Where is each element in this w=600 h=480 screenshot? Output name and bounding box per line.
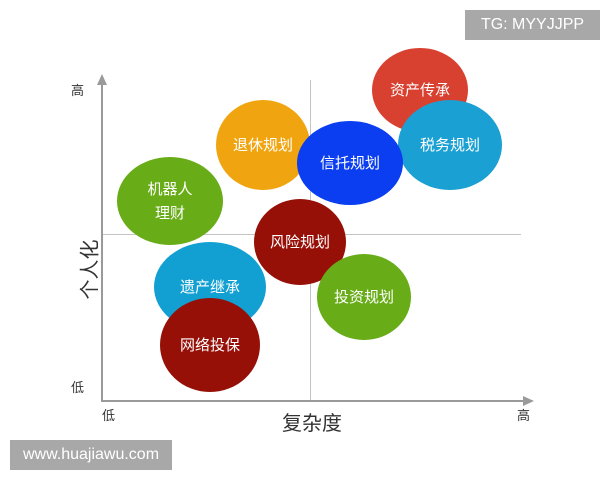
- x-axis: [101, 400, 526, 402]
- bubble-label: 税务规划: [419, 136, 480, 154]
- watermark-bottom: www.huajiawu.com: [10, 440, 172, 470]
- bubble-label: 信托规划: [319, 154, 380, 172]
- y-high-label: 高: [71, 84, 85, 99]
- bubble: 税务规划: [398, 100, 502, 190]
- x-high-label: 高: [517, 409, 531, 424]
- bubble: 投资规划: [317, 254, 411, 340]
- bubble-label: 投资规划: [333, 288, 394, 306]
- x-low-label: 低: [102, 409, 116, 424]
- watermark-top: TG: MYYJJPP: [465, 10, 600, 40]
- bubble-label: 遗产继承: [179, 278, 240, 296]
- y-low-label: 低: [71, 381, 85, 396]
- bubble-label: 网络投保: [179, 336, 240, 354]
- bubble: 风险规划: [254, 199, 346, 285]
- y-axis: [101, 84, 103, 402]
- y-axis-arrow-icon: [97, 74, 107, 85]
- x-axis-arrow-icon: [523, 396, 534, 406]
- bubble: 网络投保: [160, 298, 260, 392]
- y-axis-title: 个人化: [77, 239, 102, 300]
- bubble: 机器人 理财: [117, 157, 223, 245]
- bubble-label: 风险规划: [269, 233, 330, 251]
- bubble-label: 机器人 理财: [147, 180, 193, 222]
- x-axis-title: 复杂度: [282, 411, 342, 435]
- bubble: 退休规划: [216, 100, 310, 190]
- bubble-label: 退休规划: [232, 136, 293, 154]
- bubble: 信托规划: [297, 121, 403, 205]
- bubble-label: 资产传承: [389, 81, 450, 99]
